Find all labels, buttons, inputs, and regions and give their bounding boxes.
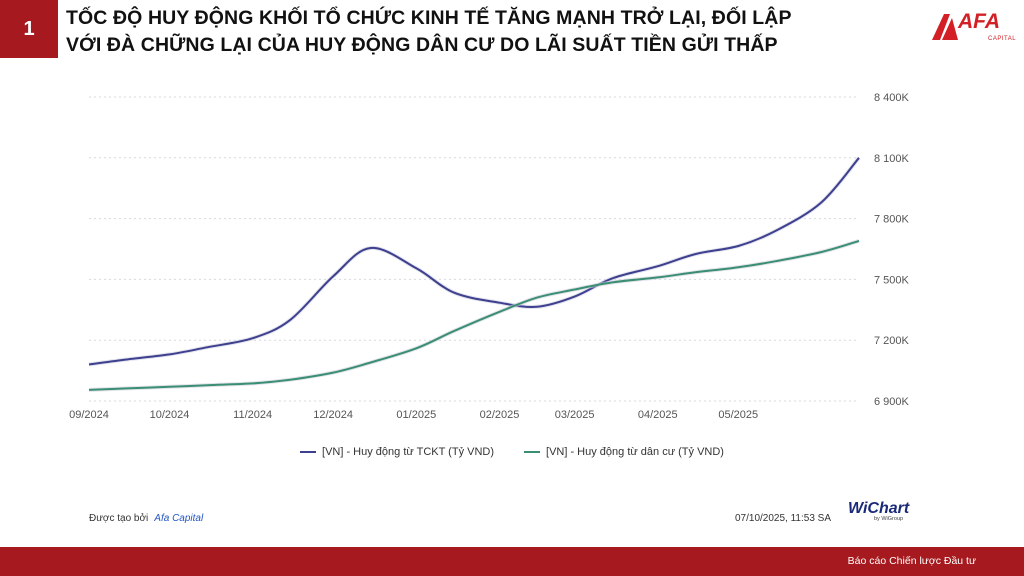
x-tick-label: 12/2024 [313,409,353,421]
logo-subtext: CAPITAL [988,36,1017,42]
series-shadow [88,238,860,392]
series-line-dan-cu [88,239,860,391]
slide-number: 1 [0,0,58,58]
legend-swatch-dan-cu [524,451,541,453]
wichart-logo-text: WiChart [848,500,910,517]
title-line-1: TỐC ĐỘ HUY ĐỘNG KHỐI TỔ CHỨC KINH TẾ TĂN… [66,7,792,29]
created-by-name[interactable]: Afa Capital [154,513,204,524]
chart-legend: [VN] - Huy động từ TCKT (Tỷ VND) [VN] - … [0,446,1024,458]
x-tick-label: 11/2024 [233,409,272,421]
y-tick-label: 8 400K [874,92,910,104]
page-title: TỐC ĐỘ HUY ĐỘNG KHỐI TỔ CHỨC KINH TẾ TĂN… [66,5,856,59]
wichart-logo-sub: by WiGroup [874,516,904,522]
y-tick-label: 7 500K [874,274,910,286]
x-tick-label: 02/2025 [480,409,520,421]
legend-label-tckt: [VN] - Huy động từ TCKT (Tỷ VND) [322,446,495,458]
afa-logo-mark-icon [932,14,958,40]
legend-swatch-tckt [300,451,317,453]
footer-text: Báo cáo Chiến lược Đầu tư [847,555,976,567]
x-tick-label: 03/2025 [555,409,595,421]
legend-item-dan-cu[interactable]: [VN] - Huy động từ dân cư (Tỷ VND) [524,446,724,458]
series-line-tckt [88,157,860,366]
y-tick-label: 8 100K [874,153,910,165]
wichart-logo[interactable]: WiChart by WiGroup [848,500,909,522]
legend-item-tckt[interactable]: [VN] - Huy động từ TCKT (Tỷ VND) [300,446,494,458]
y-tick-label: 7 200K [874,335,910,347]
legend-label-dan-cu: [VN] - Huy động từ dân cư (Tỷ VND) [546,446,724,458]
x-tick-label: 09/2024 [69,409,109,421]
x-tick-label: 10/2024 [150,409,190,421]
title-line-2: VỚI ĐÀ CHỮNG LẠI CỦA HUY ĐỘNG DÂN CƯ DO … [66,34,778,56]
created-by: Được tạo bởi Afa Capital [89,513,203,524]
x-tick-label: 04/2025 [638,409,678,421]
y-tick-label: 7 800K [874,214,910,226]
line-chart: 6 900K 7 200K 7 500K 7 800K 8 100K 8 400K 09/2… [69,92,910,421]
x-tick-label: 05/2025 [718,409,758,421]
series-shadow [88,156,861,367]
y-tick-label: 6 900K [874,396,910,408]
footer-bar: Báo cáo Chiến lược Đầu tư [0,547,1024,576]
logo-text: AFA [958,10,1000,33]
timestamp: 07/10/2025, 11:53 SA [735,513,832,524]
x-tick-label: 01/2025 [396,409,436,421]
created-by-label: Được tạo bởi [89,513,149,524]
